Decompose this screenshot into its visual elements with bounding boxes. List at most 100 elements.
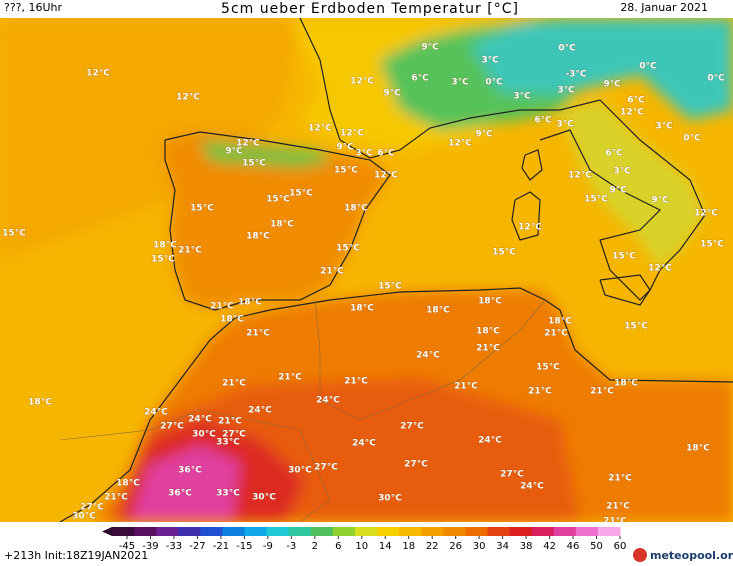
temperature-label: 0°C bbox=[683, 134, 701, 144]
temperature-label: 15°C bbox=[700, 240, 724, 250]
labels: 12°C12°C12°C9°C6°C 3°C3°C0°C0°C-3°C0°C0°C… bbox=[2, 42, 726, 522]
temperature-label: 30°C bbox=[192, 430, 216, 440]
colorbar-swatch bbox=[222, 527, 246, 536]
logo-icon bbox=[633, 548, 647, 562]
temperature-label: 6°C bbox=[534, 116, 552, 126]
temperature-label: 12°C bbox=[308, 124, 332, 134]
title: 5cm ueber Erdboden Temperatur [°C] bbox=[221, 1, 519, 17]
temperature-label: 12°C bbox=[86, 69, 110, 79]
temperature-label: 12°C bbox=[350, 77, 374, 87]
temperature-label: 21°C bbox=[278, 373, 302, 383]
temperature-label: 21°C bbox=[222, 379, 246, 389]
temperature-label: 30°C bbox=[288, 466, 312, 476]
colorbar-swatch bbox=[531, 527, 555, 536]
temperature-label: 3°C bbox=[481, 56, 499, 66]
colorbar-swatch bbox=[443, 527, 466, 536]
temperature-label: 12°C bbox=[568, 171, 592, 181]
colorbar-arrow bbox=[102, 527, 112, 536]
temperature-label: 18°C bbox=[426, 306, 450, 316]
colorbar-tick-label: 50 bbox=[590, 541, 603, 552]
colorbar-tick-label: -27 bbox=[189, 541, 205, 552]
temperature-label: 27°C bbox=[400, 422, 424, 432]
temperature-label: 0°C bbox=[707, 74, 725, 84]
temperature-label: 9°C bbox=[651, 196, 669, 206]
temperature-label: 21°C bbox=[590, 387, 614, 397]
colorbar-swatch bbox=[421, 527, 444, 536]
temperature-label: 6°C bbox=[605, 149, 623, 159]
colorbar-swatch bbox=[310, 527, 334, 536]
temperature-label: 21°C bbox=[606, 502, 630, 512]
temperature-label: 9°C bbox=[609, 186, 627, 196]
temperature-label: 15°C bbox=[584, 195, 608, 205]
colorbar-tick-label: -45 bbox=[119, 541, 135, 552]
temperature-label: 21°C bbox=[218, 417, 242, 427]
temperature-label: 21°C bbox=[210, 302, 234, 312]
temperature-label: 3°C bbox=[556, 120, 574, 130]
colorbar-swatch bbox=[332, 527, 356, 536]
temperature-label: 27°C bbox=[404, 460, 428, 470]
colorbar-tick-label: 30 bbox=[473, 541, 486, 552]
temperature-label: 15°C bbox=[612, 252, 636, 262]
temperature-label: 18°C bbox=[686, 444, 710, 454]
temperature-label: 33°C bbox=[216, 438, 240, 448]
temperature-label: 30°C bbox=[72, 512, 96, 522]
colorbar-tick-label: 34 bbox=[496, 541, 509, 552]
coastline bbox=[164, 131, 391, 311]
colorbar-swatch bbox=[156, 527, 179, 536]
temperature-label: 21°C bbox=[608, 474, 632, 484]
colorbar-tick-label: 22 bbox=[426, 541, 439, 552]
temperature-label: 12°C bbox=[694, 209, 718, 219]
run-info: +213h Init:18Z19JAN2021 bbox=[4, 549, 148, 562]
map: 12°C12°C12°C9°C6°C 3°C3°C0°C0°C-3°C0°C0°C… bbox=[0, 18, 733, 522]
temperature-label: 21°C bbox=[320, 267, 344, 277]
colorbar-tick-label: -9 bbox=[263, 541, 273, 552]
temperature-label: 18°C bbox=[246, 232, 270, 242]
temperature-label: 24°C bbox=[144, 408, 168, 418]
temperature-label: 15°C bbox=[2, 229, 26, 239]
temperature-label: 27°C bbox=[500, 470, 524, 480]
temperature-label: 18°C bbox=[270, 220, 294, 230]
temperature-label: 21°C bbox=[528, 387, 552, 397]
colorbar-tick-label: 42 bbox=[543, 541, 556, 552]
temperature-label: 3°C bbox=[613, 167, 631, 177]
temperature-label: 30°C bbox=[252, 493, 276, 503]
temperature-label: 18°C bbox=[28, 398, 52, 408]
colorbar-swatch bbox=[597, 527, 621, 536]
border bbox=[59, 409, 331, 522]
temperature-label: 6°C bbox=[377, 149, 395, 159]
temperature-label: 12°C bbox=[176, 93, 200, 103]
temperature-label: 6°C bbox=[627, 96, 645, 106]
colorbar-tick-label: 38 bbox=[520, 541, 533, 552]
colorbar-tick-label: 18 bbox=[402, 541, 415, 552]
temperature-label: 12°C bbox=[620, 108, 644, 118]
colorbar-swatch bbox=[178, 527, 201, 536]
colorbar-swatch bbox=[575, 527, 599, 536]
temperature-label: 9°C bbox=[225, 147, 243, 157]
temperature-label: 27°C bbox=[80, 503, 104, 513]
temperature-label: 12°C bbox=[518, 223, 542, 233]
temperature-label: 15°C bbox=[624, 322, 648, 332]
temperature-label: 0°C bbox=[639, 62, 657, 72]
colorbar-tick-label: 46 bbox=[567, 541, 580, 552]
colorbar-swatch bbox=[244, 527, 268, 536]
temperature-label: 3°C bbox=[655, 122, 673, 132]
colorbar-tick-label: -33 bbox=[166, 541, 182, 552]
temperature-label: 21°C bbox=[544, 329, 568, 339]
temperature-label: 21°C bbox=[476, 344, 500, 354]
temperature-label: 3°C bbox=[513, 92, 531, 102]
temperature-label: 18°C bbox=[153, 241, 177, 251]
temperature-label: 30°C bbox=[378, 494, 402, 504]
temperature-label: 9°C bbox=[336, 143, 354, 153]
colorbar-swatch bbox=[509, 527, 533, 536]
temperature-label: 27°C bbox=[314, 463, 338, 473]
coastline bbox=[299, 18, 706, 301]
colorbar-swatch bbox=[487, 527, 511, 536]
colorbar: -45 -39 -33 -27 -21 -15 -9 -3 2 6 10 14 18 22 26 30 34 38… bbox=[102, 527, 626, 552]
temperature-label: 15°C bbox=[336, 244, 360, 254]
colorbar-swatch bbox=[266, 527, 290, 536]
temperature-label: 9°C bbox=[475, 130, 493, 140]
coastline bbox=[511, 191, 541, 241]
temperature-label: 18°C bbox=[478, 297, 502, 307]
temperature-label: 24°C bbox=[316, 396, 340, 406]
